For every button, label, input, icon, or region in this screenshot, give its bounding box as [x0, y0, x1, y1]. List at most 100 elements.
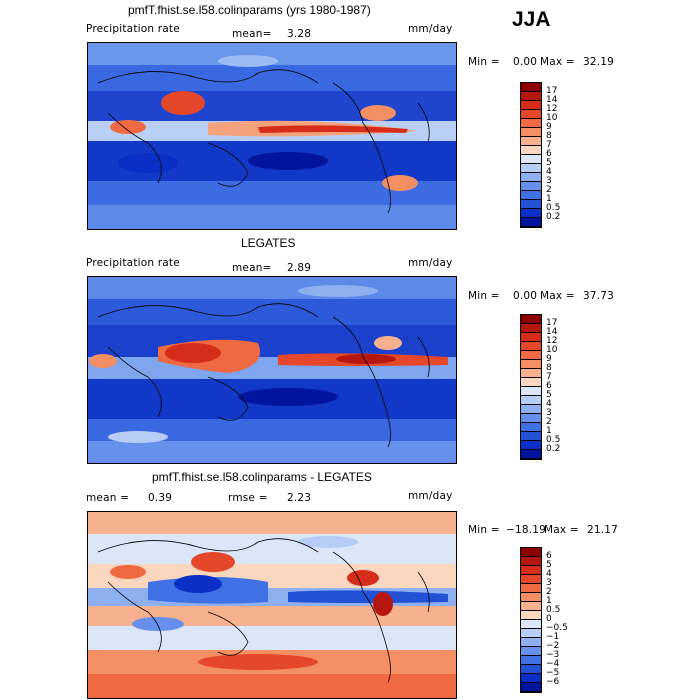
- panel3-difference-field: [88, 512, 456, 698]
- panel3-title: pmfT.fhist.se.l58.colinparams - LEGATES: [152, 470, 372, 484]
- colorbar-tick-label: 3: [546, 407, 552, 418]
- colorbar-swatch: [521, 405, 541, 414]
- colorbar-swatch: [521, 548, 541, 557]
- colorbar-swatch: [521, 101, 541, 110]
- colorbar-tick-label: 4: [546, 166, 552, 177]
- colorbar-tick-label: −0.5: [546, 622, 568, 633]
- colorbar-tick-label: 5: [546, 389, 552, 400]
- colorbar-tick-label: 0.2: [546, 211, 561, 222]
- colorbar-tick-label: 0.5: [546, 202, 561, 213]
- colorbar-swatch: [521, 683, 541, 692]
- colorbar-swatch: [521, 342, 541, 351]
- panel3-min-value: −18.19: [506, 524, 547, 536]
- colorbar-swatch: [521, 200, 541, 209]
- panel2-map: [87, 276, 457, 464]
- panel2-units: mm/day: [408, 257, 453, 269]
- colorbar-swatch: [521, 137, 541, 146]
- colorbar-tick-label: 1: [546, 193, 552, 204]
- colorbar-tick-label: −6: [546, 676, 560, 687]
- colorbar-tick-label: 12: [546, 103, 558, 114]
- colorbar-tick-label: 1: [546, 425, 552, 436]
- colorbar-swatch: [521, 378, 541, 387]
- panel1-max-label: Max =: [540, 56, 575, 68]
- colorbar-tick-label: 2: [546, 184, 552, 195]
- panel3-map: [87, 511, 457, 699]
- panel1-mean-value: 3.28: [287, 28, 312, 40]
- panel1-map: [87, 42, 457, 230]
- panel3-rmse-value: 2.23: [287, 492, 312, 504]
- colorbar-swatch: [521, 360, 541, 369]
- colorbar-tick-label: 0.5: [546, 604, 561, 615]
- colorbar-swatch: [521, 92, 541, 101]
- colorbar-swatch: [521, 611, 541, 620]
- colorbar-swatch: [521, 647, 541, 656]
- colorbar-tick-label: 17: [546, 85, 558, 96]
- colorbar-tick-label: 0: [546, 613, 552, 624]
- colorbar-swatch: [521, 602, 541, 611]
- panel2-max-value: 37.73: [583, 290, 615, 302]
- colorbar-tick-label: 6: [546, 380, 552, 391]
- colorbar-swatch: [521, 119, 541, 128]
- colorbar-swatch: [521, 333, 541, 342]
- panel2-colorbar: [520, 314, 542, 460]
- colorbar-swatch: [521, 620, 541, 629]
- colorbar-swatch: [521, 351, 541, 360]
- colorbar-tick-label: 9: [546, 353, 552, 364]
- colorbar-tick-label: 8: [546, 362, 552, 373]
- panel3-colorbar: [520, 547, 542, 693]
- panel1-mean-label: mean=: [232, 28, 272, 40]
- panel1-min-value: 0.00: [513, 56, 538, 68]
- colorbar-swatch: [521, 557, 541, 566]
- colorbar-tick-label: 6: [546, 148, 552, 159]
- panel1-precip-field: [88, 43, 456, 229]
- colorbar-tick-label: 5: [546, 157, 552, 168]
- colorbar-tick-label: 10: [546, 344, 558, 355]
- colorbar-swatch: [521, 110, 541, 119]
- colorbar-tick-label: 5: [546, 559, 552, 570]
- colorbar-swatch: [521, 173, 541, 182]
- colorbar-swatch: [521, 387, 541, 396]
- panel1-min-label: Min =: [468, 56, 500, 68]
- colorbar-swatch: [521, 218, 541, 227]
- colorbar-swatch: [521, 164, 541, 173]
- season-label: JJA: [512, 8, 551, 31]
- colorbar-tick-label: 10: [546, 112, 558, 123]
- colorbar-tick-label: 9: [546, 121, 552, 132]
- colorbar-tick-label: 0.2: [546, 443, 561, 454]
- colorbar-swatch: [521, 575, 541, 584]
- colorbar-tick-label: 2: [546, 586, 552, 597]
- colorbar-swatch: [521, 128, 541, 137]
- panel2-min-value: 0.00: [513, 290, 538, 302]
- colorbar-swatch: [521, 209, 541, 218]
- colorbar-tick-label: 1: [546, 595, 552, 606]
- panel3-mean-label: mean =: [86, 492, 130, 504]
- colorbar-swatch: [521, 414, 541, 423]
- colorbar-swatch: [521, 423, 541, 432]
- colorbar-swatch: [521, 629, 541, 638]
- colorbar-tick-label: −5: [546, 667, 560, 678]
- colorbar-swatch: [521, 396, 541, 405]
- colorbar-swatch: [521, 450, 541, 459]
- colorbar-tick-label: 7: [546, 139, 552, 150]
- colorbar-tick-label: 7: [546, 371, 552, 382]
- panel1-max-value: 32.19: [583, 56, 615, 68]
- colorbar-tick-label: 4: [546, 568, 552, 579]
- panel2-mean-label: mean=: [232, 262, 272, 274]
- panel3-units: mm/day: [408, 490, 453, 502]
- panel2-field-label: Precipitation rate: [86, 257, 180, 269]
- panel3-max-value: 21.17: [587, 524, 619, 536]
- colorbar-swatch: [521, 155, 541, 164]
- panel1-title: pmfT.fhist.se.l58.colinparams (yrs 1980-…: [128, 3, 371, 17]
- colorbar-tick-label: 4: [546, 398, 552, 409]
- panel3-rmse-label: rmse =: [228, 492, 268, 504]
- panel2-max-label: Max =: [540, 290, 575, 302]
- colorbar-swatch: [521, 593, 541, 602]
- panel3-max-label: Max =: [544, 524, 579, 536]
- colorbar-swatch: [521, 441, 541, 450]
- panel3-min-label: Min =: [468, 524, 500, 536]
- colorbar-swatch: [521, 146, 541, 155]
- colorbar-tick-label: 3: [546, 175, 552, 186]
- colorbar-swatch: [521, 191, 541, 200]
- colorbar-tick-label: −3: [546, 649, 560, 660]
- colorbar-tick-label: 14: [546, 94, 558, 105]
